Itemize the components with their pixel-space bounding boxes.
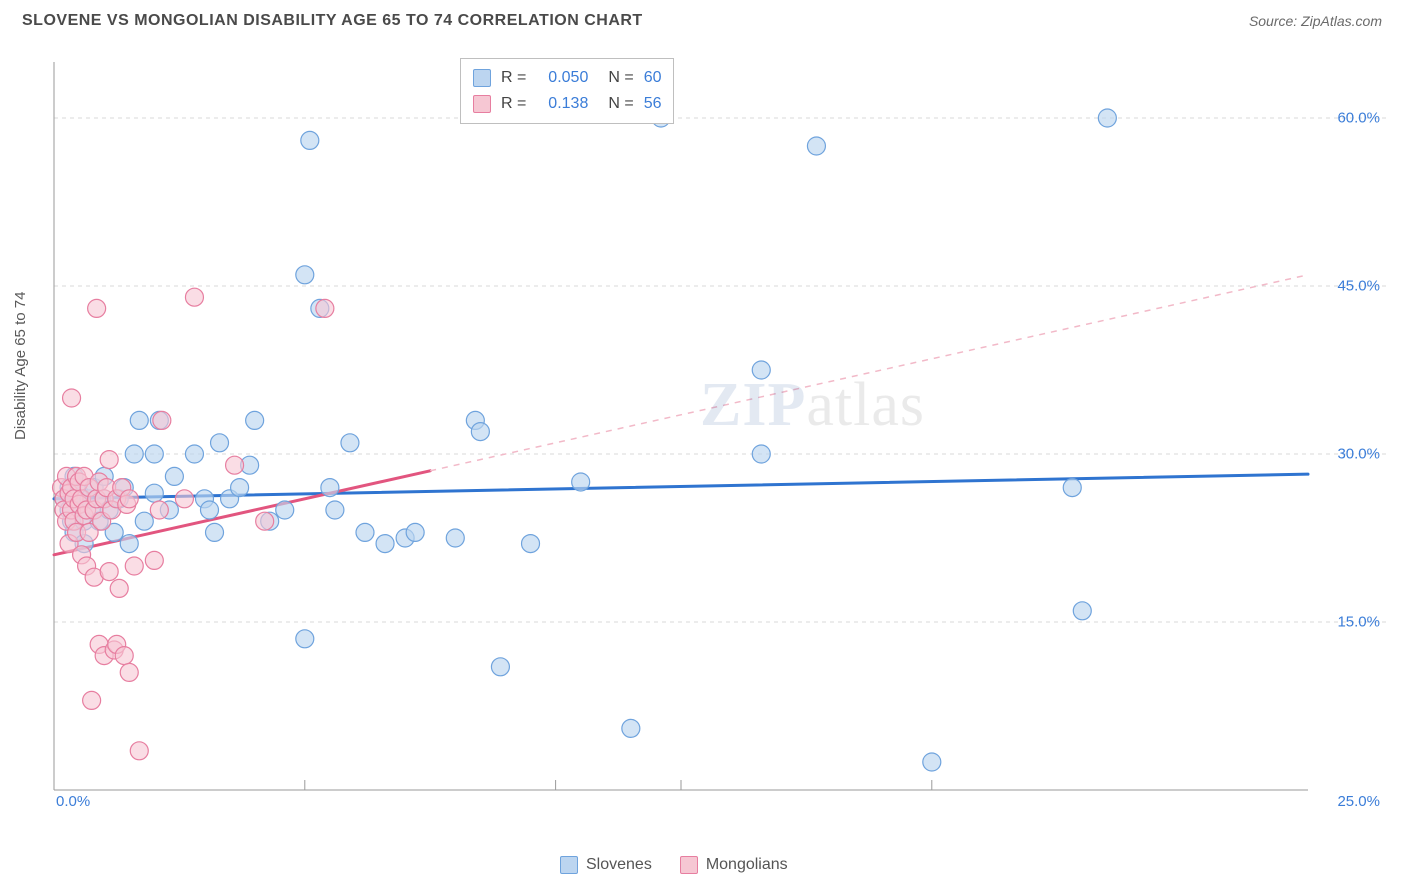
legend-swatch-icon: [473, 95, 491, 113]
legend-r-label: R =: [501, 69, 526, 87]
legend-item-slovenes: Slovenes: [560, 856, 652, 874]
legend-n-value: 56: [644, 95, 662, 113]
legend-swatch-icon: [560, 856, 578, 874]
chart-area: 15.0% 30.0% 45.0% 60.0% 0.0% 25.0%: [48, 50, 1388, 830]
y-axis-label: Disability Age 65 to 74: [12, 292, 29, 440]
legend-row-mongolians: R = 0.138 N = 56: [473, 91, 661, 117]
legend-item-mongolians: Mongolians: [680, 856, 788, 874]
legend-n-label: N =: [608, 95, 633, 113]
legend-item-label: Mongolians: [706, 856, 788, 874]
y-tick-label: 15.0%: [1337, 614, 1380, 631]
legend-n-value: 60: [644, 69, 662, 87]
y-tick-label: 60.0%: [1337, 110, 1380, 127]
y-tick-label: 45.0%: [1337, 278, 1380, 295]
legend-r-value: 0.138: [536, 95, 588, 113]
scatter-chart: [48, 50, 1388, 830]
legend-r-value: 0.050: [536, 69, 588, 87]
legend-swatch-icon: [680, 856, 698, 874]
legend-r-label: R =: [501, 95, 526, 113]
source-label: Source: ZipAtlas.com: [1249, 13, 1382, 29]
chart-title: SLOVENE VS MONGOLIAN DISABILITY AGE 65 T…: [22, 12, 643, 30]
legend-item-label: Slovenes: [586, 856, 652, 874]
x-tick-label: 25.0%: [1337, 793, 1380, 810]
y-tick-label: 30.0%: [1337, 446, 1380, 463]
correlation-legend: R = 0.050 N = 60 R = 0.138 N = 56: [460, 58, 674, 124]
series-legend: Slovenes Mongolians: [560, 856, 788, 874]
x-tick-label: 0.0%: [56, 793, 90, 810]
legend-swatch-icon: [473, 69, 491, 87]
legend-row-slovenes: R = 0.050 N = 60: [473, 65, 661, 91]
legend-n-label: N =: [608, 69, 633, 87]
